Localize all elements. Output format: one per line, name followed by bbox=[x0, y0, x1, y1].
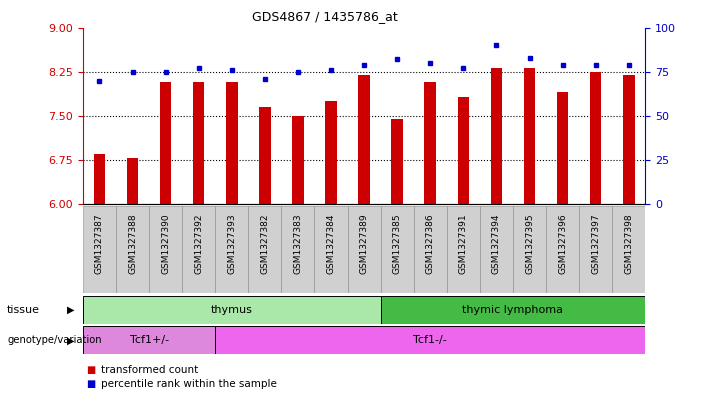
Text: GSM1327391: GSM1327391 bbox=[459, 213, 468, 274]
Bar bbox=[160, 82, 172, 204]
Bar bbox=[523, 68, 535, 204]
Text: GSM1327385: GSM1327385 bbox=[393, 213, 402, 274]
Bar bbox=[381, 206, 414, 293]
Text: thymus: thymus bbox=[211, 305, 253, 315]
Bar bbox=[392, 119, 403, 204]
Text: GSM1327397: GSM1327397 bbox=[591, 213, 600, 274]
Bar bbox=[83, 206, 116, 293]
Text: GSM1327396: GSM1327396 bbox=[558, 213, 567, 274]
Bar bbox=[546, 206, 579, 293]
Text: ▶: ▶ bbox=[67, 335, 74, 345]
Text: GSM1327382: GSM1327382 bbox=[260, 213, 270, 274]
Bar bbox=[513, 206, 546, 293]
Bar bbox=[490, 68, 503, 204]
Bar bbox=[447, 206, 480, 293]
Bar bbox=[149, 206, 182, 293]
Text: genotype/variation: genotype/variation bbox=[7, 335, 102, 345]
Text: Tcf1-/-: Tcf1-/- bbox=[413, 335, 447, 345]
Bar bbox=[94, 154, 105, 204]
Text: GSM1327398: GSM1327398 bbox=[624, 213, 633, 274]
Text: GSM1327393: GSM1327393 bbox=[227, 213, 236, 274]
Bar bbox=[579, 206, 612, 293]
Bar bbox=[292, 116, 304, 204]
Text: GSM1327384: GSM1327384 bbox=[327, 213, 335, 274]
Text: GSM1327389: GSM1327389 bbox=[360, 213, 368, 274]
Bar bbox=[358, 75, 370, 204]
Bar bbox=[425, 82, 436, 204]
Text: ■: ■ bbox=[87, 365, 96, 375]
Bar bbox=[414, 206, 447, 293]
Bar bbox=[216, 206, 248, 293]
Text: GSM1327386: GSM1327386 bbox=[426, 213, 435, 274]
Bar bbox=[248, 206, 281, 293]
Bar bbox=[348, 206, 381, 293]
Text: ■: ■ bbox=[87, 379, 96, 389]
Text: GSM1327395: GSM1327395 bbox=[525, 213, 534, 274]
Bar bbox=[216, 326, 645, 354]
Bar bbox=[325, 101, 337, 204]
Bar bbox=[381, 296, 645, 324]
Text: percentile rank within the sample: percentile rank within the sample bbox=[101, 379, 277, 389]
Text: GSM1327390: GSM1327390 bbox=[161, 213, 170, 274]
Bar bbox=[226, 82, 237, 204]
Bar bbox=[116, 206, 149, 293]
Bar bbox=[458, 97, 469, 204]
Text: tissue: tissue bbox=[7, 305, 40, 315]
Bar bbox=[612, 206, 645, 293]
Bar bbox=[557, 92, 568, 204]
Text: GSM1327394: GSM1327394 bbox=[492, 213, 501, 274]
Text: GDS4867 / 1435786_at: GDS4867 / 1435786_at bbox=[252, 10, 397, 23]
Bar bbox=[281, 206, 314, 293]
Text: Tcf1+/-: Tcf1+/- bbox=[130, 335, 169, 345]
Text: GSM1327383: GSM1327383 bbox=[293, 213, 302, 274]
Bar bbox=[623, 75, 634, 204]
Text: ▶: ▶ bbox=[67, 305, 74, 315]
Bar bbox=[314, 206, 348, 293]
Bar bbox=[127, 158, 138, 204]
Bar bbox=[182, 206, 216, 293]
Text: GSM1327387: GSM1327387 bbox=[95, 213, 104, 274]
Bar bbox=[83, 296, 381, 324]
Bar bbox=[193, 82, 205, 204]
Bar bbox=[590, 72, 601, 204]
Text: transformed count: transformed count bbox=[101, 365, 198, 375]
Text: thymic lymphoma: thymic lymphoma bbox=[462, 305, 564, 315]
Bar bbox=[259, 107, 270, 204]
Text: GSM1327388: GSM1327388 bbox=[128, 213, 137, 274]
Bar bbox=[83, 326, 216, 354]
Bar bbox=[480, 206, 513, 293]
Text: GSM1327392: GSM1327392 bbox=[194, 213, 203, 274]
